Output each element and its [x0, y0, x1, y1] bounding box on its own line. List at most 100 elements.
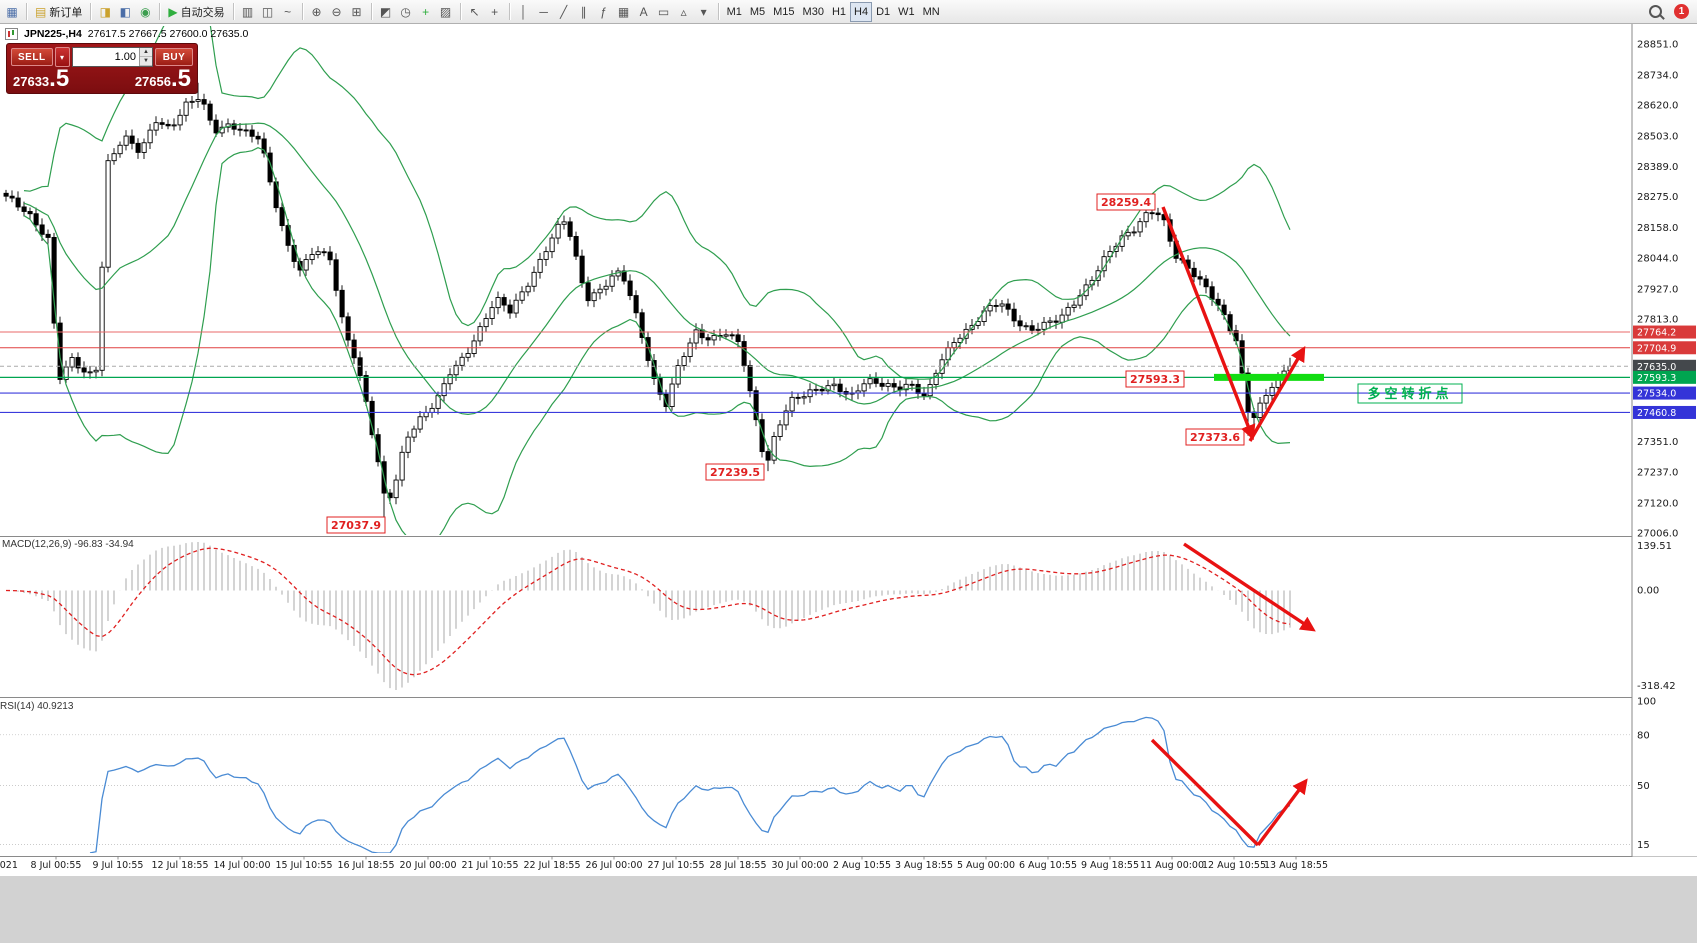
- price-axis-labels: 28851.0 28734.0 28620.0 28503.0 28389.0 28275…: [1633, 40, 1696, 540]
- svg-text:22 Jul 18:55: 22 Jul 18:55: [524, 860, 581, 871]
- line-chart-icon[interactable]: ~: [278, 2, 298, 22]
- toolbar-right: 1: [1645, 2, 1695, 22]
- label-icon: ▭: [657, 4, 670, 19]
- svg-text:28851.0: 28851.0: [1637, 40, 1678, 51]
- svg-text:12 Jul 18:55: 12 Jul 18:55: [152, 860, 209, 871]
- svg-text:27593.3: 27593.3: [1637, 373, 1676, 384]
- channel-icon: ∥: [580, 4, 587, 19]
- turning-point-note[interactable]: 多空转折点: [1357, 383, 1463, 404]
- label-icon[interactable]: ▭: [654, 2, 674, 22]
- trend-arrows[interactable]: [1150, 206, 1316, 847]
- auto-trading-icon: ▶: [168, 4, 178, 19]
- zoom-out-button[interactable]: ⊖: [327, 2, 347, 22]
- macd-histogram: [11, 542, 1291, 690]
- svg-text:27373.6: 27373.6: [1190, 431, 1240, 444]
- add-indicator-button[interactable]: +: [416, 2, 436, 22]
- bollinger-bands: [23, 26, 1291, 535]
- channel-icon[interactable]: ∥: [574, 2, 594, 22]
- crosshair-icon: +: [491, 4, 499, 19]
- svg-text:11 Aug 00:00: 11 Aug 00:00: [1140, 860, 1204, 871]
- shapes-icon[interactable]: ▵: [674, 2, 694, 22]
- timeframe-w1-button[interactable]: W1: [894, 2, 919, 22]
- zoom-in-button[interactable]: ⊕: [307, 2, 327, 22]
- shapes-icon: ▵: [680, 4, 687, 19]
- svg-text:28620.0: 28620.0: [1637, 101, 1678, 112]
- svg-text:5 Aug 00:00: 5 Aug 00:00: [957, 860, 1015, 871]
- sell-caret-icon[interactable]: ▾: [54, 47, 70, 67]
- timeframe-m30-button[interactable]: M30: [799, 2, 828, 22]
- buy-button[interactable]: BUY: [155, 48, 193, 66]
- notification-badge[interactable]: 1: [1674, 4, 1689, 19]
- shapes-caret-icon[interactable]: ▾: [694, 2, 714, 22]
- volume-up-button[interactable]: ▲: [140, 48, 152, 57]
- timeframe-mn-button[interactable]: MN: [919, 2, 944, 22]
- svg-text:14 Jul 00:00: 14 Jul 00:00: [214, 860, 271, 871]
- sell-button[interactable]: SELL: [11, 48, 53, 66]
- svg-text:27534.0: 27534.0: [1637, 389, 1676, 400]
- search-button[interactable]: [1645, 2, 1666, 22]
- auto-trading-button[interactable]: ▶ 自动交易: [164, 2, 228, 22]
- timeframe-d1-button[interactable]: D1: [872, 2, 894, 22]
- trendline-icon[interactable]: ╱: [554, 2, 574, 22]
- rsi-indicator-label: RSI(14) 40.9213: [0, 701, 74, 712]
- svg-text:12 Aug 10:55: 12 Aug 10:55: [1202, 860, 1266, 871]
- period-clock-icon[interactable]: ◷: [396, 2, 416, 22]
- timeframe-h4-button[interactable]: H4: [850, 1, 873, 22]
- svg-text:30 Jul 00:00: 30 Jul 00:00: [772, 860, 829, 871]
- symbol-timeframe: JPN225-,H4: [24, 28, 82, 40]
- svg-text:50: 50: [1637, 781, 1650, 792]
- tile-windows-icon[interactable]: ⊞: [347, 2, 367, 22]
- fibonacci-icon[interactable]: ƒ: [594, 2, 614, 22]
- volume-down-button[interactable]: ▼: [140, 57, 152, 66]
- vertical-line-icon[interactable]: │: [514, 2, 534, 22]
- new-order-button[interactable]: ▤ 新订单: [31, 2, 86, 22]
- svg-text:28275.0: 28275.0: [1637, 192, 1678, 203]
- line-chart-icon: ~: [284, 4, 292, 19]
- cursor-icon[interactable]: ↖: [465, 2, 485, 22]
- volume-field[interactable]: 1.00 ▲ ▼: [71, 47, 153, 67]
- price-callouts[interactable]: 28259.4 27593.3 27373.6 27239.5 27037.9: [326, 193, 1245, 534]
- shapes-caret-icon: ▾: [700, 4, 707, 19]
- tile-windows-icon: ⊞: [351, 4, 362, 19]
- chart-icon: [5, 28, 18, 40]
- svg-text:15: 15: [1637, 840, 1650, 851]
- svg-text:9 Jul 10:55: 9 Jul 10:55: [93, 860, 144, 871]
- date-axis-labels: 7 Jul 2021 8 Jul 00:55 9 Jul 10:55 12 Jul 1…: [0, 856, 1328, 871]
- text-icon[interactable]: A: [634, 2, 654, 22]
- macd-axis-labels: 139.51 0.00 -318.42: [1637, 541, 1676, 692]
- templates-icon[interactable]: ▨: [436, 2, 456, 22]
- navigator-icon[interactable]: ◉: [135, 2, 155, 22]
- timeframe-m15-button[interactable]: M15: [769, 2, 798, 22]
- volume-spinner: ▲ ▼: [139, 48, 152, 66]
- svg-text:28044.0: 28044.0: [1637, 253, 1678, 264]
- timeframe-m1-button[interactable]: M1: [723, 2, 746, 22]
- grid-icon: ▦: [617, 4, 630, 19]
- timeframe-m5-button[interactable]: M5: [746, 2, 769, 22]
- horizontal-line-icon[interactable]: ─: [534, 2, 554, 22]
- svg-text:139.51: 139.51: [1637, 541, 1672, 552]
- svg-text:28389.0: 28389.0: [1637, 162, 1678, 173]
- templates-icon: ▨: [439, 4, 452, 19]
- zoom-out-icon: ⊖: [331, 4, 342, 19]
- window-icon[interactable]: ▦: [2, 2, 22, 22]
- data-window-icon[interactable]: ◧: [115, 2, 135, 22]
- market-watch-icon[interactable]: ◨: [95, 2, 115, 22]
- toolbar-separator: [301, 3, 303, 20]
- toolbar-separator: [717, 3, 719, 20]
- one-click-trading-panel: SELL ▾ 1.00 ▲ ▼ BUY 27633.5 27656.5: [6, 43, 198, 94]
- volume-value[interactable]: 1.00: [114, 51, 136, 63]
- svg-text:27120.0: 27120.0: [1637, 498, 1678, 509]
- horizontal-line-icon: ─: [539, 4, 548, 19]
- candlestick-chart-icon[interactable]: ◫: [258, 2, 278, 22]
- new-chart-button[interactable]: ◩: [376, 2, 396, 22]
- grid-icon[interactable]: ▦: [614, 2, 634, 22]
- bar-chart-icon[interactable]: ▥: [238, 2, 258, 22]
- search-icon: [1649, 5, 1662, 18]
- crosshair-icon[interactable]: +: [485, 2, 505, 22]
- toolbar-separator: [90, 3, 92, 20]
- period-clock-icon: ◷: [400, 4, 411, 19]
- svg-text:27351.0: 27351.0: [1637, 437, 1678, 448]
- timeframe-h1-button[interactable]: H1: [828, 2, 850, 22]
- navigator-icon: ◉: [140, 4, 151, 19]
